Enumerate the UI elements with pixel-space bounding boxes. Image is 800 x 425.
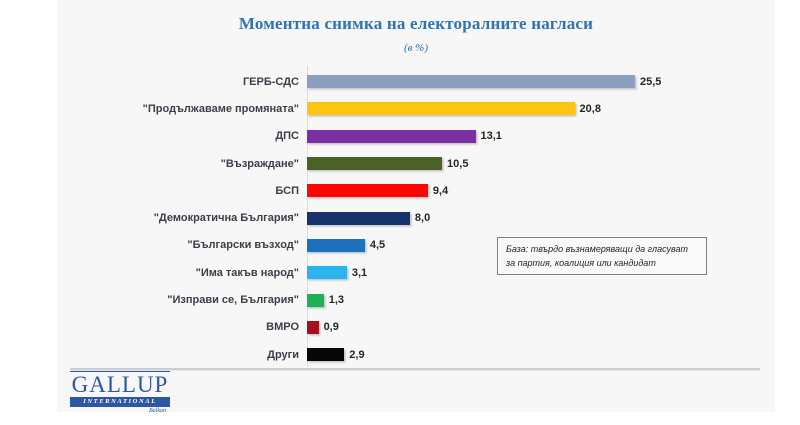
bar-track: 25,5 [307,75,775,89]
category-label: "Има такъв народ" [195,266,299,279]
bar [307,211,410,225]
category-label: ДПС [275,130,299,143]
bar-track: 2,9 [307,348,775,362]
category-label: "Изправи се, България" [167,294,299,307]
category-label: БСП [275,184,299,197]
chart-subtitle: (в %) [403,42,428,54]
bar [307,293,324,307]
value-label: 9,4 [432,184,449,197]
chart-row: ДПС 13,1 [57,123,775,150]
category-label: Други [267,348,299,361]
chart-panel: Моментна снимка на електоралните нагласи… [57,0,775,414]
base-note-line1: База: твърдо възнамеряващи да гласуват [506,244,689,254]
base-note-line2: за партия, коалиция или кандидат [506,257,656,268]
value-label: 0,9 [323,321,339,334]
bar-track: 1,3 [307,293,775,307]
chart-rows: ГЕРБ-СДС 25,5 "Продължаваме промяната" 20,8… [57,68,775,368]
bar-track: 0,9 [307,320,775,334]
value-label: 2,9 [349,348,365,361]
logo-top-rule [70,371,170,372]
bar [307,102,575,116]
bar [307,184,428,198]
value-label: 10,5 [447,157,469,170]
chart-row: "Изправи се, България" 1,3 [57,286,775,313]
logo-subtext: Balkan [149,408,166,414]
chart-row: "Демократична България" 8,0 [57,204,775,231]
bar [307,75,635,89]
bar-track: 3,1 [307,266,775,280]
bar-track: 4,5 [307,238,775,252]
value-label: 8,0 [414,212,431,225]
value-label: 4,5 [369,239,386,252]
bar-track: 13,1 [307,129,775,143]
bar-track: 8,0 [307,211,775,225]
category-label: "Български възход" [187,239,299,252]
bar [307,129,476,143]
bar [307,348,345,362]
bar [307,320,319,334]
value-label: 1,3 [328,294,345,307]
chart-row: ГЕРБ-СДС 25,5 [57,68,775,95]
bar [307,157,443,171]
chart-row: "Има такъв народ" 3,1 [57,259,775,286]
footer-divider [70,368,760,370]
chart-row: БСП 9,4 [57,177,775,204]
bar [307,238,365,252]
chart-row: ВМРО 0,9 [57,314,775,341]
bar-track: 10,5 [307,157,775,171]
logo-international-band: INTERNATIONAL [70,397,170,407]
chart-row: "Възраждане" 10,5 [57,150,775,177]
value-label: 20,8 [579,102,601,115]
chart-row: Други 2,9 [57,341,775,368]
bar-track: 9,4 [307,184,775,198]
category-label: "Продължаваме промяната" [142,102,299,115]
chart-row: "Български възход" 4,5 [57,232,775,259]
base-note-box: База: твърдо възнамеряващи да гласуват з… [497,237,707,275]
category-label: ГЕРБ-СДС [242,75,299,88]
logo-wordmark: GALLUP [71,372,169,397]
category-label: "Възраждане" [220,157,299,170]
bar-track: 20,8 [307,102,775,116]
category-label: "Демократична България" [153,212,299,225]
value-label: 3,1 [351,266,368,279]
category-label: ВМРО [266,321,299,334]
value-label: 13,1 [480,130,502,143]
value-label: 25,5 [640,75,662,88]
gallup-logo: GALLUP INTERNATIONAL Balkan [70,371,170,414]
bar [307,266,347,280]
chart-row: "Продължаваме промяната" 20,8 [57,95,775,122]
chart-title: Моментна снимка на електоралните нагласи [238,14,594,33]
